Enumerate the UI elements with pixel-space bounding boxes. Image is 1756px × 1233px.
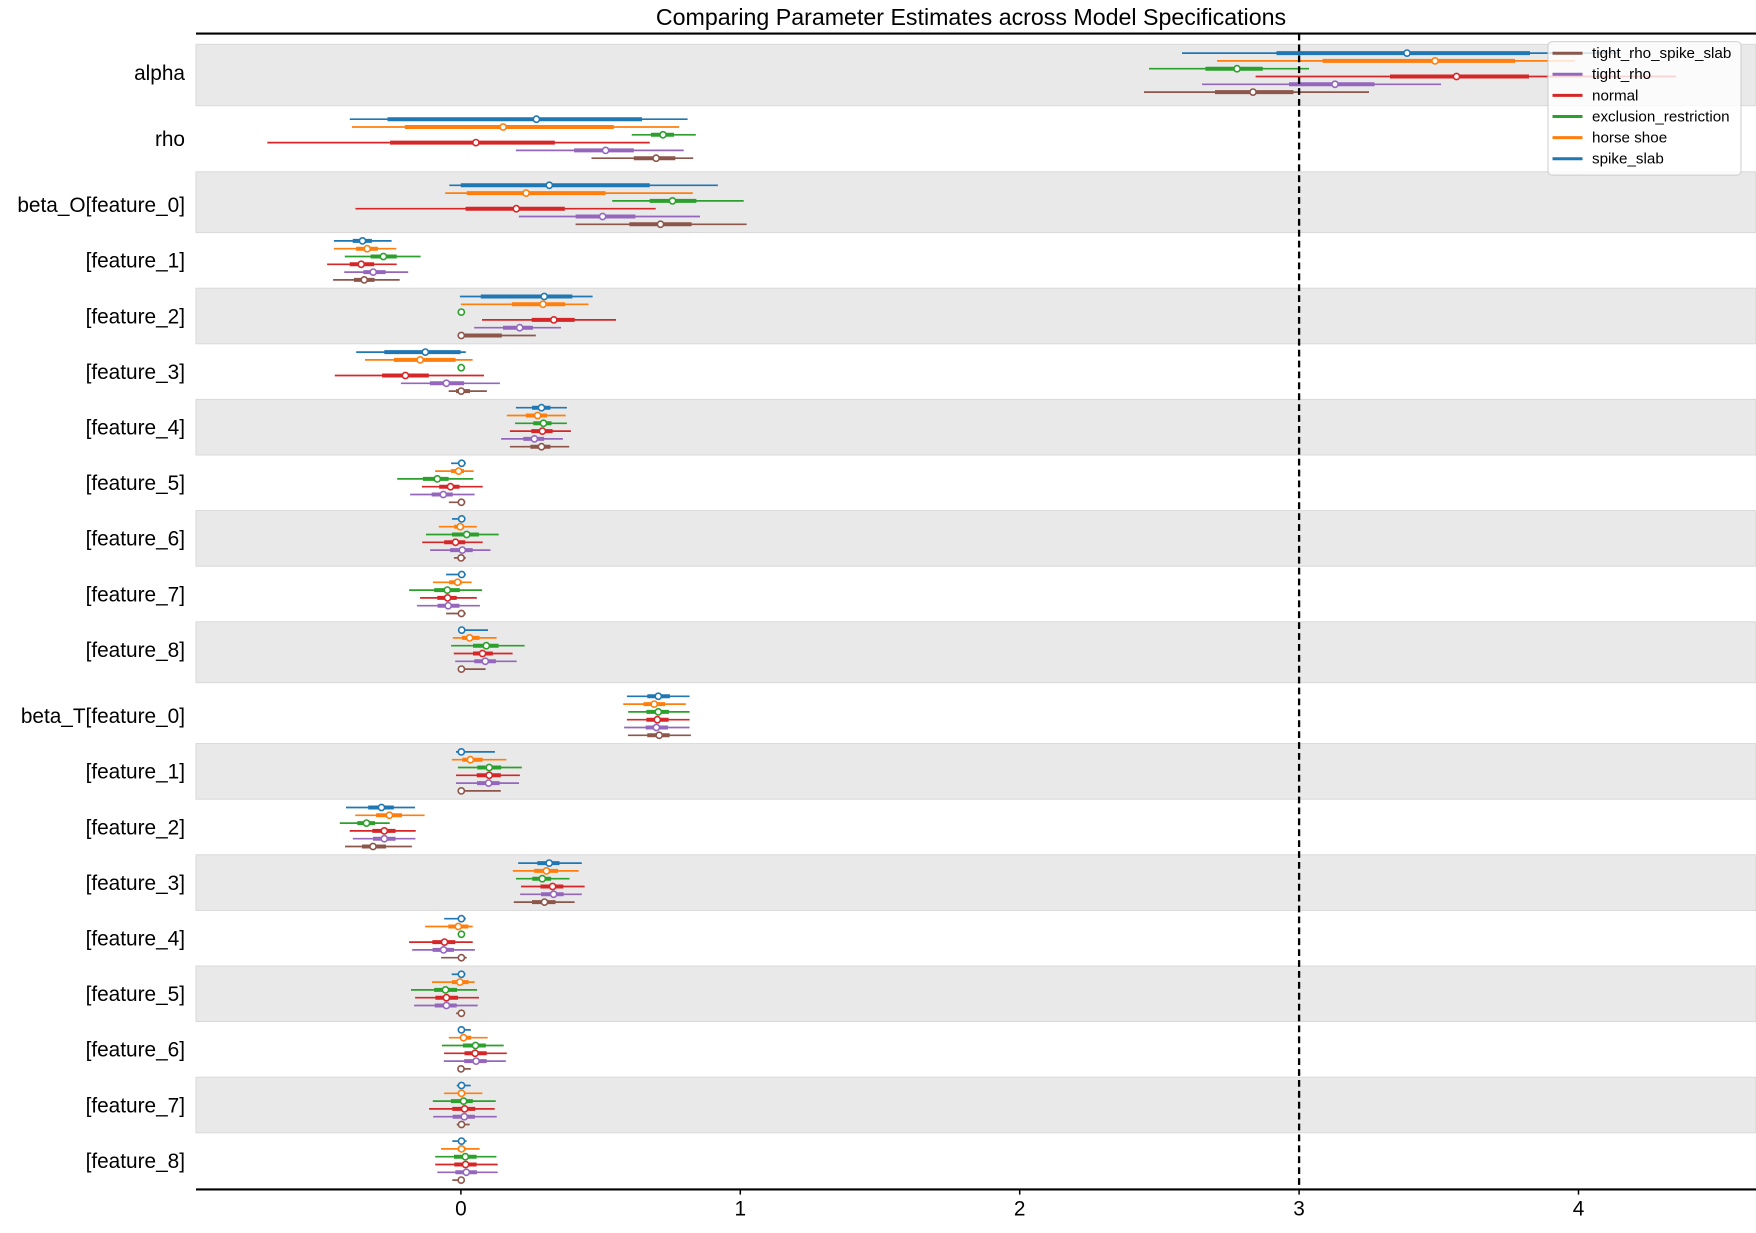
svg-text:spike_slab: spike_slab [1592, 151, 1664, 168]
svg-text:[feature_3]: [feature_3] [86, 361, 185, 384]
svg-text:[feature_5]: [feature_5] [86, 472, 185, 495]
svg-text:[feature_2]: [feature_2] [86, 816, 185, 839]
svg-text:tight_rho: tight_rho [1592, 66, 1651, 83]
svg-text:[feature_4]: [feature_4] [86, 417, 185, 440]
svg-text:4: 4 [1573, 1198, 1585, 1221]
svg-text:[feature_1]: [feature_1] [86, 250, 185, 273]
svg-text:[feature_5]: [feature_5] [86, 983, 185, 1006]
svg-text:beta_T[feature_0]: beta_T[feature_0] [21, 705, 185, 728]
svg-text:[feature_3]: [feature_3] [86, 872, 185, 895]
svg-text:rho: rho [155, 128, 185, 151]
svg-text:[feature_8]: [feature_8] [86, 1150, 185, 1173]
svg-text:[feature_1]: [feature_1] [86, 761, 185, 784]
svg-text:[feature_2]: [feature_2] [86, 305, 185, 328]
svg-text:[feature_7]: [feature_7] [86, 1094, 185, 1117]
svg-text:0: 0 [455, 1198, 467, 1221]
svg-text:tight_rho_spike_slab: tight_rho_spike_slab [1592, 45, 1731, 62]
svg-text:2: 2 [1014, 1198, 1026, 1221]
svg-text:[feature_6]: [feature_6] [86, 528, 185, 551]
svg-text:exclusion_restriction: exclusion_restriction [1592, 108, 1730, 125]
svg-text:normal: normal [1592, 87, 1638, 104]
svg-text:horse shoe: horse shoe [1592, 130, 1667, 147]
svg-text:3: 3 [1293, 1198, 1305, 1221]
svg-text:[feature_7]: [feature_7] [86, 583, 185, 606]
svg-text:beta_O[feature_0]: beta_O[feature_0] [17, 194, 185, 217]
svg-text:[feature_6]: [feature_6] [86, 1039, 185, 1062]
svg-text:Comparing Parameter Estimates: Comparing Parameter Estimates across Mod… [656, 4, 1286, 30]
svg-text:alpha: alpha [134, 62, 185, 85]
svg-text:1: 1 [735, 1198, 747, 1221]
svg-text:[feature_8]: [feature_8] [86, 639, 185, 662]
svg-text:[feature_4]: [feature_4] [86, 928, 185, 951]
